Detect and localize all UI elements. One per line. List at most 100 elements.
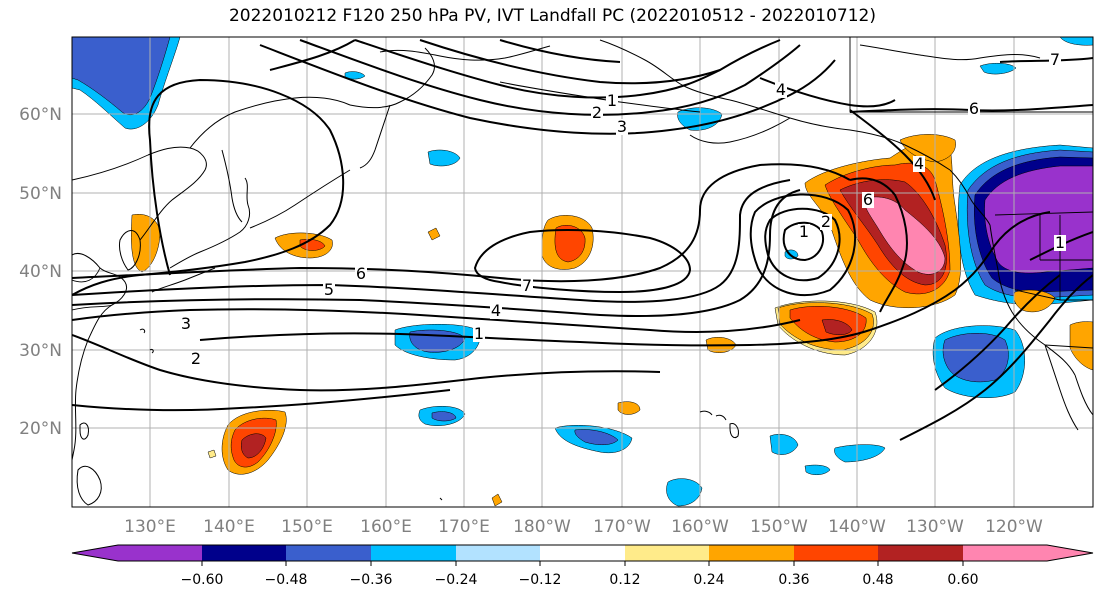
contour-label-text: 6: [356, 264, 366, 283]
contour-east-outer: [899, 274, 1093, 441]
positive-anomaly-mexico: [1069, 321, 1093, 371]
coast-us-west: [989, 224, 1076, 376]
negative-anomaly-arctic: [979, 63, 1017, 75]
contour-low-3: [749, 193, 857, 297]
contour-label-6c: 6: [862, 190, 874, 209]
lat-labels: 60°N 50°N 40°N 30°N 20°N: [19, 105, 62, 439]
negative-anomaly-small-1-core: [431, 411, 457, 422]
colorbar-segment: [456, 545, 540, 561]
colorbar-label: −0.36: [350, 572, 393, 588]
contour-north-1: [354, 39, 781, 99]
contour-north-4: [419, 39, 721, 85]
contour-labels: 1 2 3 4 5 6 7 1 2 6 4 6 7 1 2 3 4 1: [180, 50, 1066, 368]
coast-kamchatka: [349, 47, 435, 109]
contour-low-2: [764, 207, 841, 282]
colorbar-ticks: [201, 561, 964, 566]
contour-label-text: 3: [181, 314, 191, 333]
coast-mexico: [1074, 374, 1093, 416]
contour-label-text: 2: [592, 103, 602, 122]
contour-label-6b: 6: [968, 99, 980, 118]
colorbar-segment: [202, 545, 286, 561]
colorbar-label: 0.60: [947, 572, 978, 588]
coast-alaska-peninsula: [689, 117, 791, 144]
coast-korea: [119, 230, 141, 271]
contour-main-4: [72, 189, 801, 318]
colorbar-extend-low: [72, 545, 202, 561]
figure-title: 2022010212 F120 250 hPa PV, IVT Landfall…: [228, 6, 876, 26]
colorbar-label: −0.12: [519, 572, 562, 588]
contour-main-7: [473, 229, 692, 294]
colorbar: −0.60 −0.48 −0.36 −0.24 −0.12 0.12 0.24 …: [71, 544, 1094, 588]
lon-label-160e: 160°E: [360, 517, 412, 537]
contour-ridge-outer: [72, 78, 345, 296]
colorbar-segment: [625, 545, 709, 561]
border-china-internal: [72, 267, 113, 311]
lat-label-50n: 50°N: [19, 184, 62, 204]
coast-japan: [169, 177, 251, 269]
contour-label-text: 4: [914, 154, 924, 173]
contour-low-1: [782, 221, 824, 262]
colorbar-segment: [371, 545, 456, 561]
contour-main-6: [72, 163, 851, 283]
contour-label-text: 1: [607, 91, 617, 110]
contour-label-3b: 3: [180, 314, 192, 333]
positive-anomaly-central-pacific: [541, 215, 594, 270]
negative-anomaly-south: [666, 478, 703, 507]
pv-contours: [72, 39, 1093, 441]
lat-label-20n: 20°N: [19, 419, 62, 439]
colorbar-segment: [794, 545, 878, 561]
lon-label-130w: 130°W: [906, 517, 964, 537]
lon-label-180w: 180°W: [513, 517, 571, 537]
contour-label-text: 1: [1055, 233, 1065, 252]
coast-baja: [1044, 344, 1079, 431]
lon-label-160w: 160°W: [671, 517, 729, 537]
colorbar-segment: [878, 545, 963, 561]
contour-label-5a: 5: [323, 280, 335, 299]
contour-label-1b: 1: [473, 324, 485, 343]
coast-bc: [949, 169, 991, 226]
negative-anomaly-baja: [932, 325, 1025, 398]
contour-label-3a: 3: [616, 117, 628, 136]
lon-labels: 130°E 140°E 150°E 160°E 170°E 180°W 170°…: [124, 517, 1043, 537]
contour-label-2c: 2: [820, 212, 832, 231]
contour-south-2: [72, 389, 451, 412]
colorbar-segment: [540, 545, 625, 561]
negative-anomaly-west-coast: [957, 144, 1093, 306]
coast-philippines: [76, 465, 102, 506]
coast-kamchatka-pen: [359, 104, 391, 169]
colorbar-label: −0.48: [265, 572, 308, 588]
contour-label-2b: 2: [190, 349, 202, 368]
lon-label-170e: 170°E: [438, 517, 490, 537]
contour-label-text: 3: [617, 117, 627, 136]
contour-north-5: [499, 39, 621, 63]
contour-ridge-2: [269, 39, 356, 71]
lat-label-60n: 60°N: [19, 105, 62, 125]
colorbar-outline: [71, 544, 1094, 562]
coast-okhotsk: [189, 96, 351, 149]
map-frame: [71, 36, 1094, 508]
colorbar-label: 0.24: [693, 572, 724, 588]
contour-label-4b: 4: [775, 80, 787, 99]
lat-label-30n: 30°N: [19, 341, 62, 361]
positive-anomaly-western-tropics: [221, 410, 287, 475]
coast-hawaii: [699, 410, 739, 439]
contour-label-text: 2: [191, 349, 201, 368]
contour-label-1a: 1: [606, 91, 618, 110]
contour-label-7a: 7: [521, 276, 533, 295]
contour-label-1d: 1: [1054, 233, 1066, 252]
border-us-states: [1014, 215, 1093, 301]
contour-label-text: 1: [799, 222, 809, 241]
positive-anomaly-subtropical-east: [774, 300, 878, 356]
colorbar-segment: [286, 545, 371, 561]
positive-anomaly-dot-3: [207, 449, 217, 459]
negative-anomaly-small-4: [804, 464, 831, 475]
contour-label-text: 7: [522, 276, 532, 295]
negative-anomaly-small-3: [834, 444, 886, 463]
negative-anomaly-ne-corner: [1059, 37, 1093, 46]
contour-label-4c: 4: [913, 154, 925, 173]
lon-label-170w: 170°W: [593, 517, 651, 537]
contour-ne-7: [999, 57, 1093, 63]
border-russia-china: [72, 154, 149, 181]
lon-label-130e: 130°E: [124, 517, 176, 537]
coast-kuril-chain: [249, 169, 351, 229]
